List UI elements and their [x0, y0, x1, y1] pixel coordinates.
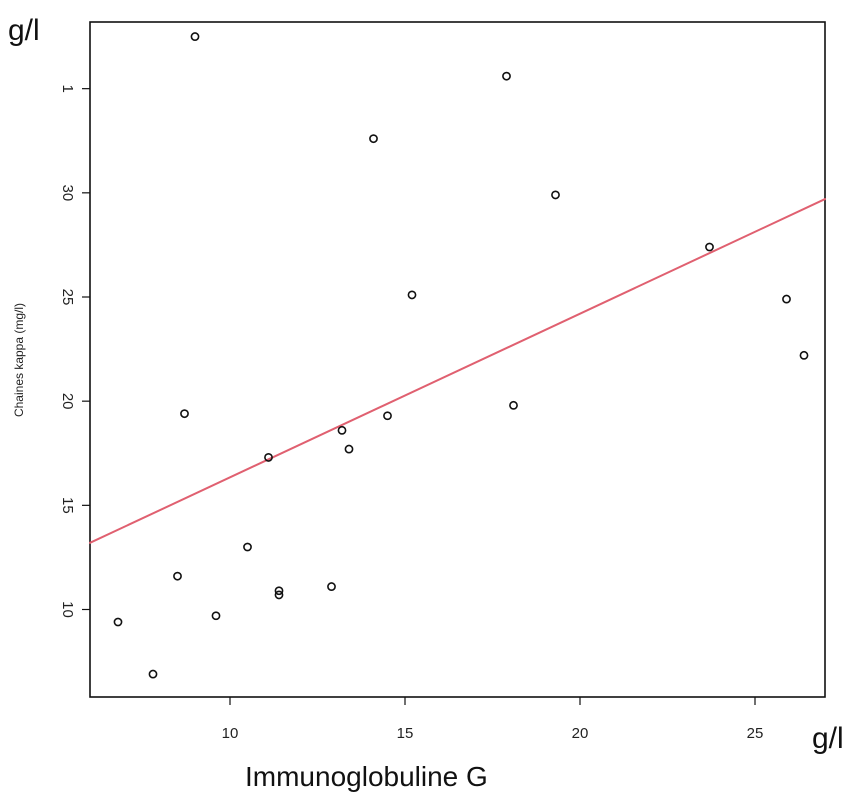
data-point [344, 444, 354, 454]
data-point [148, 669, 158, 679]
data-point [211, 611, 221, 621]
data-point [782, 294, 791, 304]
x-unit-label: g/l [812, 722, 844, 755]
y-tick-label: 20 [59, 393, 76, 410]
data-point [173, 571, 182, 581]
data-point [369, 134, 378, 144]
data-point [502, 71, 511, 81]
data-points [113, 32, 809, 679]
x-tick-label: 10 [222, 725, 239, 742]
data-point [407, 290, 417, 300]
y-tick-label: 15 [59, 497, 76, 514]
y-axis-ticks: 10 15 20 25 30 1 [59, 84, 90, 618]
y-tick-label: 25 [59, 289, 76, 306]
x-axis-ticks: 10 15 20 25 [222, 697, 764, 742]
data-point [337, 425, 347, 435]
x-tick-label: 20 [572, 725, 589, 742]
x-axis-title: Immunoglobuline G [245, 761, 488, 792]
plot-frame [89, 21, 826, 698]
data-point [551, 190, 560, 200]
data-point [383, 411, 392, 421]
data-point [243, 542, 252, 552]
y-unit-label: g/l [8, 14, 40, 47]
y-tick-label: 30 [59, 184, 76, 201]
data-point [509, 400, 518, 410]
data-point [113, 617, 123, 627]
x-tick-label: 15 [397, 725, 414, 742]
x-tick-label: 25 [747, 725, 764, 742]
y-tick-label: 10 [59, 601, 76, 618]
y-tick-label: 1 [59, 84, 76, 92]
data-point [327, 582, 336, 591]
y-axis-title: Chaines kappa (mg/l) [12, 303, 26, 417]
data-point [705, 242, 714, 252]
regression-line [89, 198, 826, 544]
data-point [274, 586, 284, 596]
data-point [264, 453, 273, 462]
data-point [799, 350, 809, 360]
data-point [274, 590, 284, 600]
data-point [180, 409, 189, 419]
data-point [190, 32, 200, 41]
